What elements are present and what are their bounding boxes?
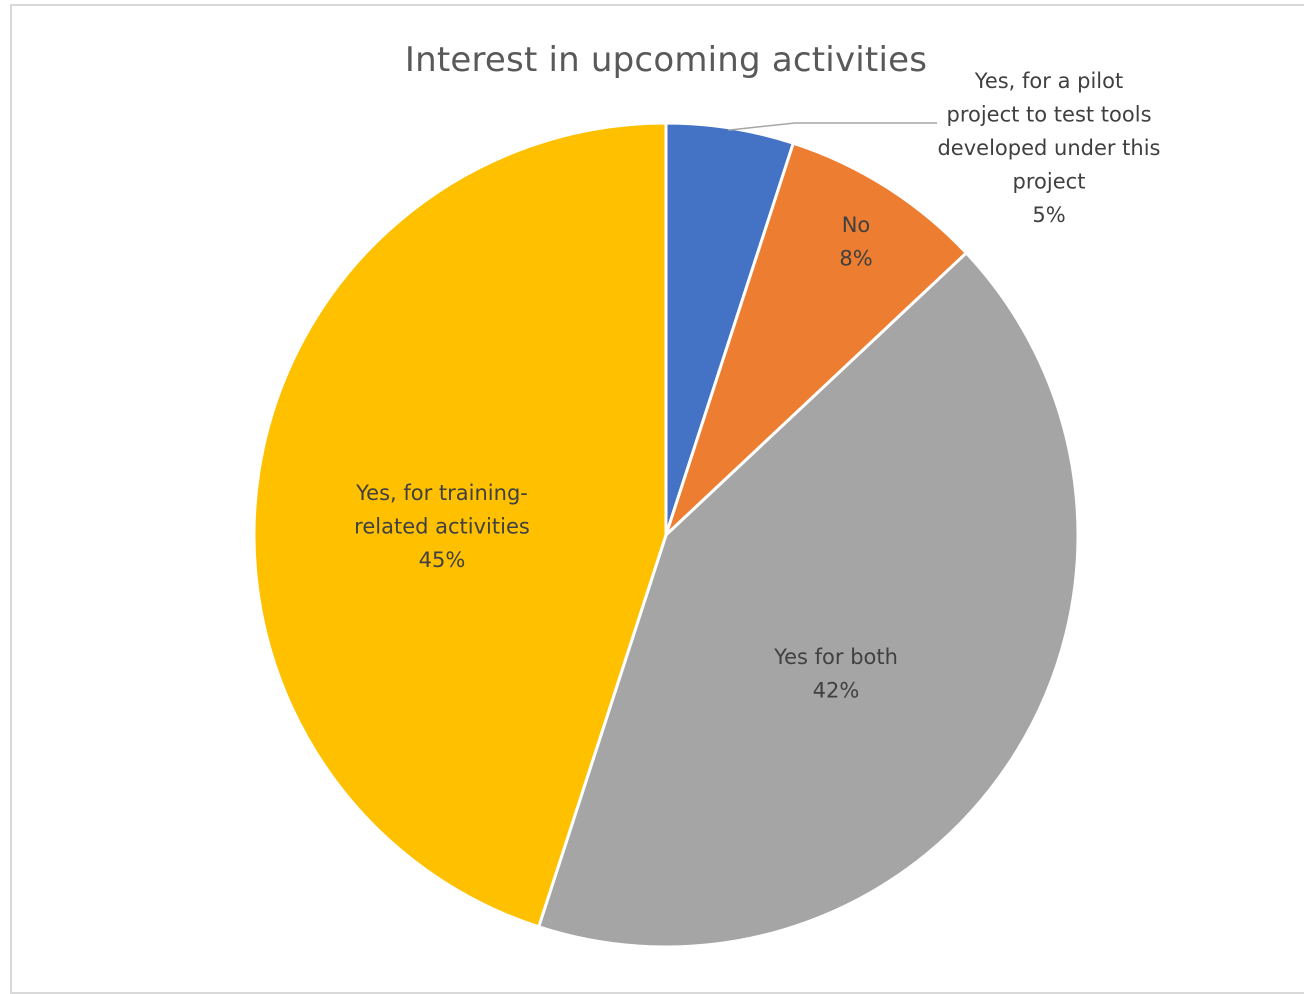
slice-category-label: Yes, for training- [355,481,528,505]
pie-slice [664,141,968,537]
chart-title: Interest in upcoming activities [404,40,928,80]
slice-percent-label: 5% [1032,203,1065,227]
slice-label: Yes, for a pilot project to test tools dev… [937,69,1160,227]
slice-label: Yes, for training-related activities 45% [354,481,530,572]
pie-slice [537,251,1080,949]
slice-category-label: developed under this [937,136,1160,160]
pie-labels: Yes, for a pilot project to test tools dev… [354,69,1160,703]
slice-label: No 8% [839,213,872,271]
slice-category-label: project [1013,170,1086,194]
slice-category-label: related activities [354,515,530,539]
slice-category-label: project to test tools [946,103,1151,127]
pie-slice [252,121,668,929]
slice-category-label: Yes for both [773,645,898,669]
slice-percent-label: 42% [813,679,860,703]
slice-label: Yes for both 42% [773,645,898,703]
pie-slices [252,121,1080,949]
leader-line [728,122,937,131]
slice-category-label: No [842,213,871,237]
slice-percent-label: 45% [419,548,466,572]
slice-category-label: Yes, for a pilot [974,69,1123,93]
slice-percent-label: 8% [839,247,872,271]
